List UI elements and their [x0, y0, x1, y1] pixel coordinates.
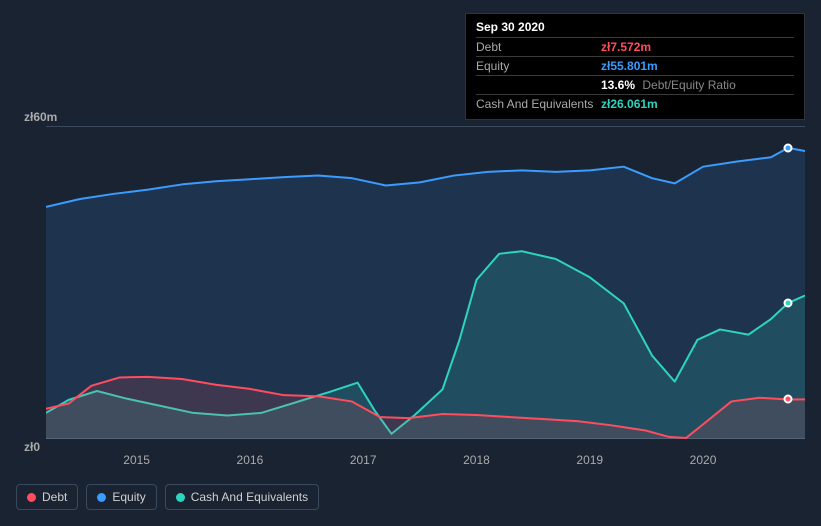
tooltip-label: Debt — [476, 40, 601, 54]
legend-dot-icon — [176, 493, 185, 502]
series-marker-cash-and-equivalents — [784, 299, 793, 308]
legend-label: Equity — [112, 490, 145, 504]
tooltip-date: Sep 30 2020 — [476, 20, 794, 37]
tooltip-value: zł55.801m — [601, 59, 658, 73]
legend-item-equity[interactable]: Equity — [86, 484, 156, 510]
tooltip-row: 13.6% Debt/Equity Ratio — [476, 75, 794, 94]
chart-area: zł60m zł0 201520162017201820192020 — [16, 120, 805, 471]
tooltip-value: zł7.572m — [601, 40, 651, 54]
x-axis-tick: 2015 — [123, 453, 150, 467]
x-axis-tick: 2019 — [576, 453, 603, 467]
series-svg — [46, 126, 805, 439]
series-marker-equity — [784, 143, 793, 152]
legend-item-debt[interactable]: Debt — [16, 484, 78, 510]
point-tooltip: Sep 30 2020 Debtzł7.572mEquityzł55.801m1… — [465, 13, 805, 120]
tooltip-label: Cash And Equivalents — [476, 97, 601, 111]
tooltip-row: Cash And Equivalentszł26.061m — [476, 94, 794, 113]
legend-label: Debt — [42, 490, 67, 504]
tooltip-value: zł26.061m — [601, 97, 658, 111]
legend-dot-icon — [97, 493, 106, 502]
tooltip-value: 13.6% Debt/Equity Ratio — [601, 78, 736, 92]
x-axis: 2015 2016 2017 2018 2019 2020 — [46, 445, 805, 471]
legend: Debt Equity Cash And Equivalents — [16, 484, 319, 510]
legend-label: Cash And Equivalents — [191, 490, 308, 504]
legend-dot-icon — [27, 493, 36, 502]
tooltip-row: Equityzł55.801m — [476, 56, 794, 75]
legend-item-cash-and-equivalents[interactable]: Cash And Equivalents — [165, 484, 319, 510]
tooltip-label — [476, 78, 601, 92]
x-axis-tick: 2016 — [237, 453, 264, 467]
y-axis-label-max: zł60m — [24, 110, 57, 124]
plot-surface[interactable] — [46, 126, 805, 439]
x-axis-tick: 2020 — [690, 453, 717, 467]
series-marker-debt — [784, 395, 793, 404]
tooltip-row: Debtzł7.572m — [476, 37, 794, 56]
y-axis-label-min: zł0 — [24, 440, 40, 454]
tooltip-label: Equity — [476, 59, 601, 73]
tooltip-sublabel: Debt/Equity Ratio — [639, 78, 736, 92]
x-axis-tick: 2018 — [463, 453, 490, 467]
x-axis-tick: 2017 — [350, 453, 377, 467]
chart-container: Sep 30 2020 Debtzł7.572mEquityzł55.801m1… — [0, 0, 821, 526]
